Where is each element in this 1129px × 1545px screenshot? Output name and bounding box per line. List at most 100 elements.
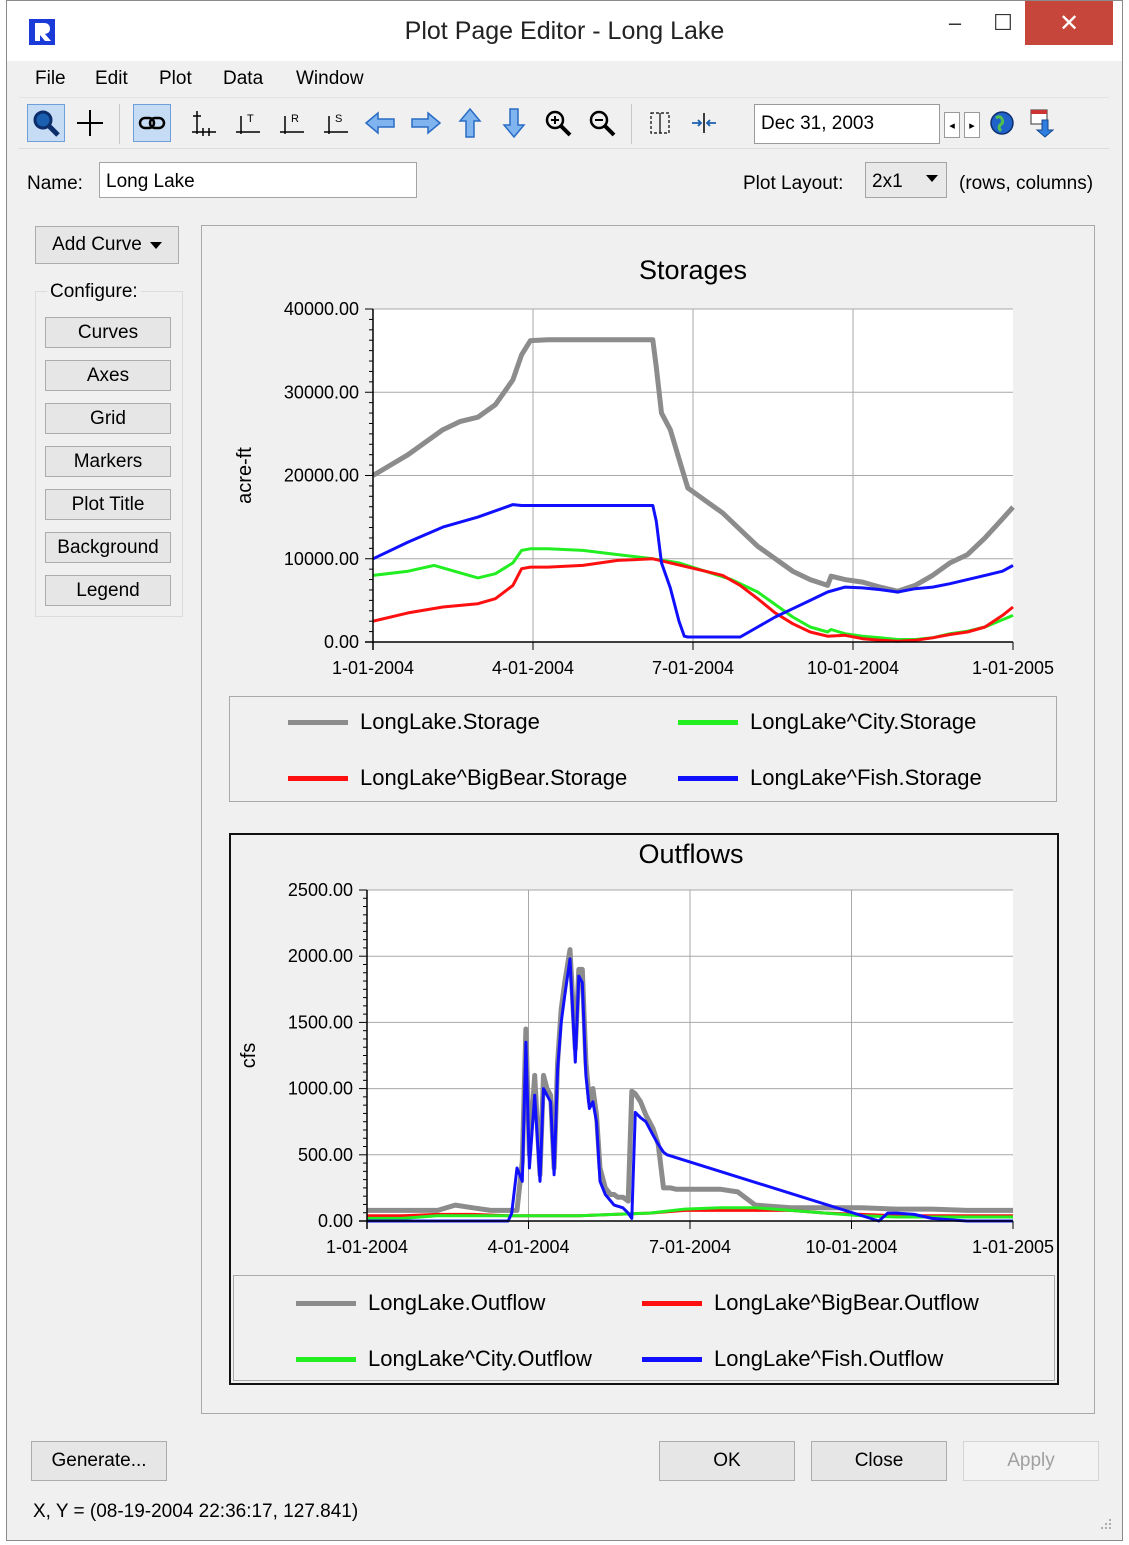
series-line (367, 957, 1013, 1223)
x-tick-label: 7-01-2004 (652, 658, 734, 678)
x-tick-label: 10-01-2004 (807, 658, 899, 678)
plot-layout-label: Plot Layout: (743, 173, 844, 194)
axis-top-button[interactable]: T (229, 104, 267, 142)
background-button[interactable]: Background (45, 532, 171, 563)
storages-legend: LongLake.Storage LongLake^City.Storage L… (229, 696, 1057, 802)
apply-button[interactable]: Apply (963, 1441, 1099, 1481)
menu-data[interactable]: Data (223, 68, 264, 89)
crosshair-button[interactable] (71, 104, 109, 142)
menu-bar: File Edit Plot Data Window (7, 61, 1122, 95)
svg-text:S: S (335, 113, 342, 125)
name-label: Name: (27, 173, 83, 194)
plot-page-editor-window: Plot Page Editor - Long Lake – ☐ ✕ File … (6, 0, 1123, 1541)
legend-item: LongLake^Fish.Outflow (642, 1346, 943, 1372)
zoom-out-icon (589, 110, 616, 137)
x-tick-label: 1-01-2004 (332, 658, 414, 678)
legend-label: LongLake^City.Outflow (368, 1346, 592, 1371)
legend-item: LongLake.Outflow (296, 1290, 545, 1316)
plot-layout-value: 2x1 (872, 171, 903, 192)
y-axis-label: acre-ft (234, 447, 256, 504)
date-prev-button[interactable]: ◂ (944, 112, 960, 138)
legend-item: LongLake^City.Storage (678, 709, 976, 735)
menu-window[interactable]: Window (296, 68, 364, 89)
svg-text:R: R (291, 113, 299, 125)
series-line (371, 337, 1015, 594)
legend-item: LongLake^BigBear.Outflow (642, 1290, 979, 1316)
zoom-in-button[interactable] (539, 104, 577, 142)
close-window-button[interactable]: ✕ (1025, 1, 1113, 45)
menu-edit[interactable]: Edit (95, 68, 128, 89)
curves-button[interactable]: Curves (45, 317, 171, 348)
grid-button[interactable]: Grid (45, 403, 171, 434)
legend-item: LongLake.Storage (288, 709, 540, 735)
series-line (372, 503, 1014, 639)
axis-scale-button[interactable]: S (317, 104, 355, 142)
menu-file[interactable]: File (35, 68, 66, 89)
ok-button[interactable]: OK (659, 1441, 795, 1481)
close-button[interactable]: Close (811, 1441, 947, 1481)
x-tick-label: 10-01-2004 (805, 1237, 897, 1257)
y-tick-label: 1000.00 (288, 1079, 353, 1099)
y-axis-label: cfs (238, 1043, 260, 1069)
legend-swatch (296, 1300, 356, 1306)
outflows-chart[interactable]: 1-01-2004 4-01-2004 7-01-2004 10-01-2004 1-0… (7, 1, 1124, 1542)
legend-item: LongLake^Fish.Storage (678, 765, 982, 791)
zoom-select-button[interactable] (27, 104, 65, 142)
y-tick-label: 40000.00 (284, 299, 359, 319)
legend-swatch (678, 719, 738, 725)
markers-button[interactable]: Markers (45, 446, 171, 477)
axis-all-button[interactable] (185, 104, 223, 142)
resize-grip-icon[interactable] (1100, 1518, 1112, 1530)
link-axes-button[interactable] (133, 104, 171, 142)
axes-button[interactable]: Axes (45, 360, 171, 391)
storages-chart-title: Storages (638, 255, 748, 285)
x-tick-label: 4-01-2004 (492, 658, 574, 678)
globe-button[interactable] (985, 104, 1019, 142)
scroll-left-button[interactable] (361, 104, 399, 142)
minimize-button[interactable]: – (948, 10, 962, 35)
storages-chart[interactable]: 1-01-2004 4-01-2004 7-01-2004 10-01-2004 1-0… (7, 1, 1124, 1542)
add-curve-button[interactable]: Add Curve (35, 226, 179, 264)
arrow-down-icon (502, 108, 526, 139)
fit-width-button[interactable] (641, 104, 679, 142)
zoom-out-button[interactable] (583, 104, 621, 142)
outflows-chart-title: Outflows (638, 839, 744, 869)
cursor-coordinates: X, Y = (08-19-2004 22:36:17, 127.841) (33, 1501, 359, 1522)
scroll-right-button[interactable] (407, 104, 445, 142)
y-tick-label: 0.00 (318, 1211, 353, 1231)
axis-right-button[interactable]: R (273, 104, 311, 142)
arrow-right-icon (411, 111, 442, 135)
plot-layout-select[interactable]: 2x1 (865, 162, 947, 198)
date-field[interactable]: Dec 31, 2003 (754, 104, 940, 144)
date-next-button[interactable]: ▸ (964, 112, 980, 138)
maximize-button[interactable]: ☐ (993, 10, 1013, 35)
outflows-chart-frame (229, 833, 1059, 1385)
axis-all-icon (192, 111, 216, 136)
y-tick-label: 2500.00 (288, 880, 353, 900)
y-tick-label: 1500.00 (288, 1012, 353, 1032)
legend-swatch (678, 775, 738, 781)
y-tick-label: 10000.00 (284, 549, 359, 569)
name-input[interactable]: Long Lake (99, 162, 417, 198)
legend-label: LongLake.Storage (360, 709, 540, 734)
scroll-up-button[interactable] (451, 104, 489, 142)
calendar-download-button[interactable] (1025, 104, 1059, 142)
link-icon (138, 116, 166, 130)
legend-swatch (288, 719, 348, 725)
x-tick-label: 7-01-2004 (649, 1237, 731, 1257)
generate-button[interactable]: Generate... (31, 1441, 167, 1481)
app-logo-icon (29, 19, 55, 45)
compress-button[interactable] (685, 104, 723, 142)
legend-button[interactable]: Legend (45, 575, 171, 606)
globe-icon (990, 111, 1014, 135)
scroll-down-button[interactable] (495, 104, 533, 142)
menu-plot[interactable]: Plot (159, 68, 192, 89)
y-tick-label: 2000.00 (288, 946, 353, 966)
legend-swatch (642, 1356, 702, 1362)
legend-item: LongLake^City.Outflow (296, 1346, 592, 1372)
axis-top-icon: T (236, 113, 260, 134)
x-tick-label: 1-01-2004 (326, 1237, 408, 1257)
zoom-select-icon (33, 110, 60, 137)
y-tick-label: 30000.00 (284, 382, 359, 402)
plot-title-button[interactable]: Plot Title (45, 489, 171, 520)
